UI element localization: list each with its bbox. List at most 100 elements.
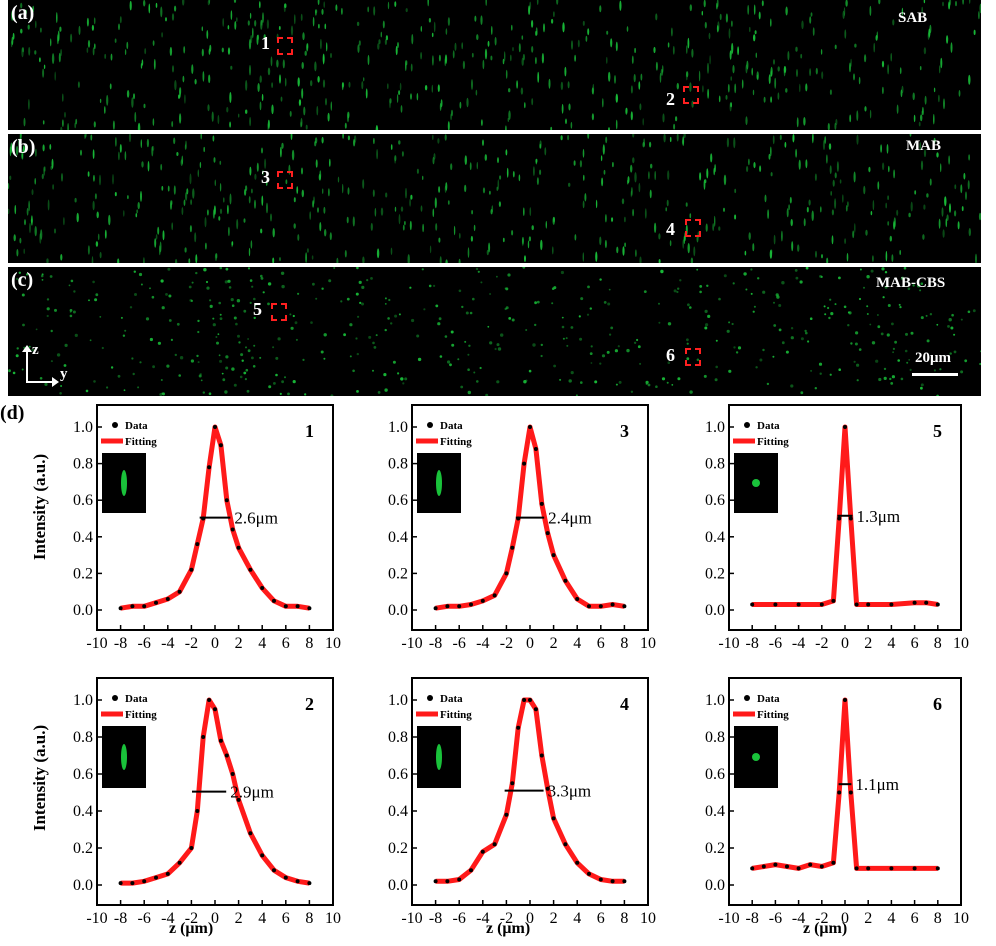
fluorescent-spot [944,196,947,207]
fluorescent-spot [214,179,216,187]
fluorescent-spot [805,83,808,92]
fluorescent-spot [484,154,487,161]
fluorescent-spot [12,371,16,375]
fluorescent-spot [649,189,652,199]
fluorescent-spot [690,257,694,263]
fluorescent-spot [191,64,194,75]
fluorescent-spot [474,15,477,22]
fluorescent-spot [880,332,884,336]
fluorescent-spot [689,213,692,219]
fluorescent-spot [284,3,287,9]
fluorescent-spot [128,134,132,143]
data-point [504,812,509,817]
fluorescent-spot [467,353,470,356]
fluorescent-spot [266,19,269,30]
fluorescent-spot [108,214,111,226]
fluorescent-spot [290,326,294,330]
fluorescent-spot [637,345,641,349]
fluorescent-spot [50,329,53,333]
fluorescent-spot [320,38,322,50]
data-point [848,790,853,795]
fluorescent-spot [29,222,31,234]
fluorescent-spot [250,35,253,44]
y-tick-label: 0.0 [705,877,725,894]
fluorescent-spot [172,65,174,73]
fluorescent-spot [660,68,664,76]
fluorescent-spot [140,139,142,149]
fluorescent-spot [781,230,783,242]
fluorescent-spot [289,313,292,316]
fluorescent-spot [599,236,602,246]
fluorescent-spot [405,8,408,13]
fluorescent-spot [127,195,129,200]
fluorescent-spot [356,21,360,26]
fluorescent-spot [726,329,730,333]
fluorescent-spot [204,217,207,228]
fluorescent-spot [852,230,855,239]
fluorescent-spot [260,274,263,278]
fluorescent-spot [822,139,826,151]
plot-number: 3 [620,421,629,441]
fluorescent-spot [790,219,793,227]
method-label-mab: MAB [906,138,941,154]
fluorescent-spot [806,207,809,213]
x-tick-label: 10 [325,635,341,652]
fluorescent-spot [429,245,432,254]
fluorescent-spot [568,182,571,187]
fluorescent-spot [272,257,275,263]
fluorescent-spot [302,32,305,41]
data-point [831,598,836,603]
fluorescent-spot [829,298,832,301]
fluorescent-spot [832,179,835,187]
fluorescent-spot [464,184,467,193]
fwhm-label: 1.3μm [857,507,901,526]
fluorescent-spot [963,172,966,180]
x-tick-label: 2 [235,635,243,652]
fluorescent-spot [933,87,936,93]
fluorescent-spot [284,376,286,379]
fluorescent-spot [318,23,320,29]
fluorescent-spot [704,21,707,29]
fluorescent-spot [872,200,875,211]
fluorescent-spot [885,202,887,209]
fluorescent-spot [277,337,281,341]
fluorescent-spot [945,218,948,228]
fluorescent-spot [234,21,237,30]
fluorescent-spot [544,147,547,156]
fluorescent-spot [928,28,931,38]
x-tick-label: -2 [185,910,198,927]
data-point [307,606,312,611]
y-tick-label: 0.6 [388,766,408,783]
fluorescent-spot [579,337,583,341]
fluorescent-spot [330,53,332,58]
fluorescent-spot [870,211,873,216]
y-tick-label: 0.6 [73,766,93,783]
legend-fitting-label: Fitting [757,709,789,721]
fluorescent-spot [922,106,924,116]
fluorescent-spot [864,54,867,63]
fluorescent-spot [602,98,604,108]
fluorescent-spot [398,140,401,145]
fluorescent-spot [417,357,422,362]
fluorescent-spot [601,354,606,358]
fluorescent-spot [768,74,771,85]
fluorescent-spot [616,246,619,254]
data-point [563,842,568,847]
fluorescent-spot [411,318,415,323]
fluorescent-spot [512,171,515,178]
x-tick-label: 8 [934,910,942,927]
fluorescent-spot [586,313,590,316]
fluorescent-spot [957,221,960,230]
data-point [808,862,813,867]
fluorescent-spot [750,268,753,271]
fluorescent-spot [247,20,250,26]
legend-data-label: Data [440,420,463,432]
fluorescent-spot [467,247,470,258]
fluorescent-spot [531,98,534,106]
fluorescent-spot [880,144,882,153]
fluorescent-spot [545,220,547,229]
fluorescent-spot [978,212,981,221]
y-tick-label: 0.4 [73,803,93,820]
fluorescent-spot [579,160,583,168]
data-point [492,842,497,847]
